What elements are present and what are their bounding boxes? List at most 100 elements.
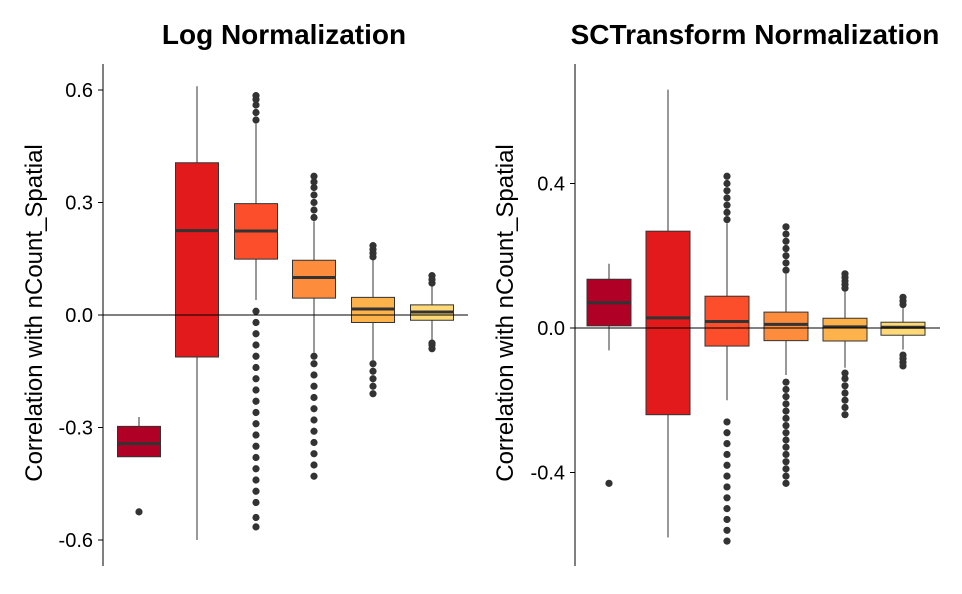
outlier-point — [310, 213, 318, 222]
outlier-point — [782, 429, 790, 437]
outlier-point — [782, 465, 790, 473]
outlier-point — [899, 351, 907, 359]
outlier-point — [252, 330, 260, 338]
outlier-point — [782, 393, 790, 401]
outlier-point — [723, 461, 731, 469]
outlier-point — [310, 183, 318, 192]
outlier-point — [252, 465, 260, 473]
outlier-point — [310, 382, 318, 390]
outlier-point — [723, 429, 731, 437]
outlier-point — [369, 242, 377, 250]
box — [645, 230, 691, 416]
outlier-point — [310, 371, 318, 379]
outlier-point — [252, 476, 260, 484]
outlier-point — [723, 194, 731, 202]
outlier-point — [252, 442, 260, 450]
plot-area-log: 0.6 0.3 0.0 -0.3 -0.6 — [59, 64, 468, 566]
outlier-point — [252, 386, 260, 394]
outlier-point — [310, 198, 318, 207]
box-group — [292, 172, 336, 480]
outlier-point — [841, 403, 849, 412]
box — [292, 259, 336, 299]
box-group — [117, 417, 161, 516]
outlier-point — [782, 443, 790, 451]
box-group — [234, 92, 278, 531]
outlier-point — [782, 259, 790, 267]
y-tick-label: -0.6 — [59, 530, 93, 552]
box-group — [586, 263, 632, 487]
outlier-point — [782, 223, 790, 231]
outlier-point — [782, 472, 790, 480]
outlier-point — [252, 498, 260, 507]
outlier-point — [310, 416, 318, 424]
outlier-point — [252, 92, 260, 100]
outlier-point — [252, 523, 260, 531]
y-tick-label: -0.3 — [59, 418, 93, 440]
outlier-point — [369, 367, 377, 375]
outlier-point — [310, 427, 318, 435]
outlier-point — [723, 526, 731, 534]
outlier-point — [310, 352, 318, 360]
outlier-point — [252, 363, 260, 372]
outlier-point — [723, 179, 731, 188]
outlier-point — [723, 494, 731, 502]
outlier-point — [782, 479, 790, 487]
outlier-point — [782, 385, 790, 394]
y-axis-label-sct: Correlation with nCount_Spatial — [492, 144, 519, 482]
y-tick-label: 0.4 — [537, 174, 565, 196]
outlier-point — [841, 411, 849, 419]
outlier-point — [723, 216, 731, 224]
outlier-point — [369, 360, 377, 368]
outlier-point — [723, 483, 731, 491]
outlier-point — [723, 418, 731, 426]
outlier-point — [723, 208, 731, 216]
outlier-point — [369, 375, 377, 383]
outlier-point — [723, 187, 731, 195]
outlier-point — [723, 172, 731, 180]
outlier-point — [782, 244, 790, 253]
outlier-point — [723, 537, 731, 545]
outlier-point — [252, 453, 260, 462]
box-group — [763, 223, 809, 487]
outlier-point — [252, 108, 260, 117]
box-group — [822, 270, 868, 419]
outlier-point — [782, 230, 790, 238]
outlier-point — [782, 421, 790, 430]
box-group — [880, 293, 926, 370]
outlier-point — [310, 206, 318, 214]
outlier-point — [723, 201, 731, 209]
outlier-point — [899, 293, 907, 301]
outlier-point — [310, 472, 318, 480]
outlier-point — [252, 352, 260, 360]
outlier-point — [369, 382, 377, 390]
outlier-point — [310, 450, 318, 458]
box-group — [410, 272, 454, 353]
outlier-point — [782, 400, 790, 408]
outlier-point — [252, 307, 260, 315]
outlier-point — [252, 375, 260, 383]
outlier-point — [723, 515, 731, 524]
outlier-point — [252, 341, 260, 349]
outlier-point — [841, 369, 849, 377]
outlier-point — [428, 339, 436, 347]
y-tick-label: 0.3 — [65, 193, 93, 215]
outlier-point — [252, 431, 260, 439]
outlier-point — [782, 237, 790, 245]
outlier-point — [310, 191, 318, 199]
outlier-point — [310, 438, 318, 447]
box — [763, 311, 809, 342]
outlier-point — [310, 405, 318, 413]
panel-title-log: Log Normalization — [162, 19, 406, 50]
outlier-point — [782, 436, 790, 444]
outlier-point — [605, 479, 613, 487]
box — [822, 317, 868, 342]
outlier-point — [723, 472, 731, 480]
y-axis-label-log: Correlation with nCount_Spatial — [21, 144, 48, 482]
outlier-point — [782, 407, 790, 415]
outlier-point — [135, 508, 143, 516]
outlier-point — [252, 101, 260, 109]
outlier-point — [841, 270, 849, 278]
outlier-point — [782, 450, 790, 459]
outlier-point — [723, 450, 731, 459]
outlier-point — [841, 382, 849, 390]
